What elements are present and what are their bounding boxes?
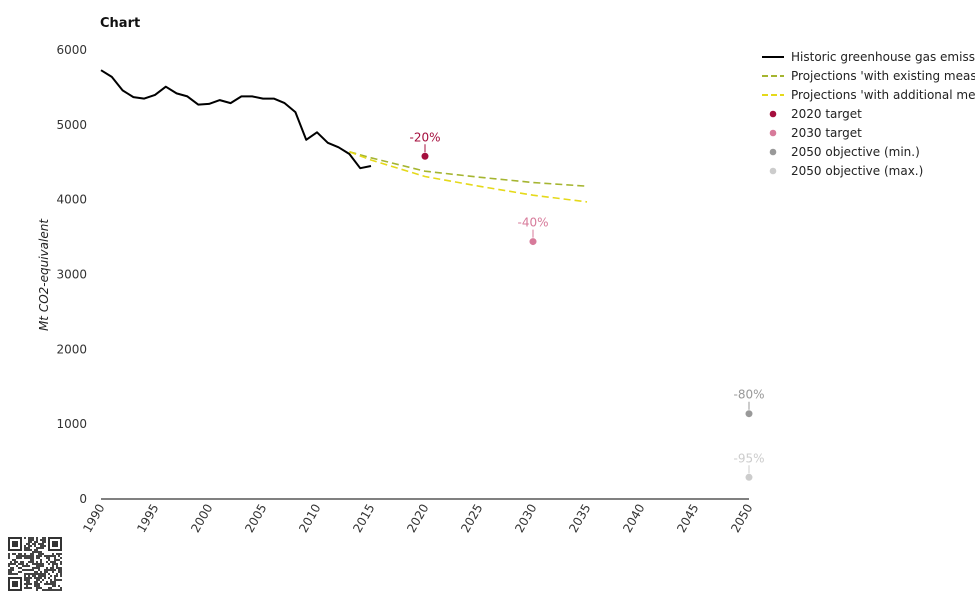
y-tick-label: 1000 (56, 417, 87, 431)
series-line-2 (349, 151, 588, 203)
legend-label: Projections 'with existing measures' (791, 68, 975, 83)
legend-item: 2020 target (762, 104, 975, 123)
x-tick-label: 2040 (620, 502, 647, 535)
legend-item: Historic greenhouse gas emissions (762, 47, 975, 66)
legend-label: 2030 target (791, 125, 862, 140)
legend-label: Projections 'with additional measures' (791, 87, 975, 102)
legend-swatch (762, 123, 784, 142)
chart-title: Chart (100, 16, 141, 31)
x-tick-label: 2005 (242, 502, 269, 535)
legend-item: Projections 'with existing measures' (762, 66, 975, 85)
legend-swatch (762, 85, 784, 104)
legend-item: 2030 target (762, 123, 975, 142)
x-tick-label: 2030 (512, 502, 539, 535)
y-tick-label: 4000 (56, 193, 87, 207)
x-tick-label: 2025 (458, 502, 485, 535)
series-line-0 (100, 69, 372, 170)
y-tick-label: 2000 (56, 342, 87, 356)
series-line-1 (349, 151, 588, 187)
target-label: -80% (733, 388, 764, 402)
y-tick-label: 5000 (56, 118, 87, 132)
legend-label: 2050 objective (min.) (791, 144, 920, 159)
legend-label: Historic greenhouse gas emissions (791, 49, 975, 64)
x-tick-label: 1990 (80, 502, 107, 535)
legend-swatch (762, 47, 784, 66)
legend-swatch (762, 104, 784, 123)
target-point (745, 410, 753, 418)
target-point (745, 473, 753, 481)
y-axis-label: Mt CO2-equivalent (37, 218, 51, 331)
legend-item: 2050 objective (max.) (762, 161, 975, 180)
x-tick-label: 2050 (728, 502, 755, 535)
x-tick-label: 2045 (674, 502, 701, 535)
legend-item: Projections 'with additional measures' (762, 85, 975, 104)
target-point (421, 152, 429, 160)
legend-item: 2050 objective (min.) (762, 142, 975, 161)
legend-swatch (762, 161, 784, 180)
legend-label: 2020 target (791, 106, 862, 121)
legend-swatch (762, 66, 784, 85)
target-point (529, 238, 537, 246)
target-label: -40% (517, 216, 548, 230)
qr-code-icon (8, 537, 62, 591)
y-tick-label: 6000 (56, 43, 87, 57)
x-tick-label: 2020 (404, 502, 431, 535)
legend-swatch (762, 142, 784, 161)
y-tick-label: 0 (79, 492, 87, 506)
chart-legend: Historic greenhouse gas emissions Project… (762, 47, 975, 180)
x-tick-label: 2035 (566, 502, 593, 535)
legend-label: 2050 objective (max.) (791, 163, 924, 178)
x-tick-label: 1995 (134, 502, 161, 535)
x-tick-label: 2015 (350, 502, 377, 535)
x-tick-label: 2000 (188, 502, 215, 535)
target-label: -20% (409, 130, 440, 144)
y-tick-label: 3000 (56, 268, 87, 282)
target-label: -95% (733, 451, 764, 465)
x-tick-label: 2010 (296, 502, 323, 535)
